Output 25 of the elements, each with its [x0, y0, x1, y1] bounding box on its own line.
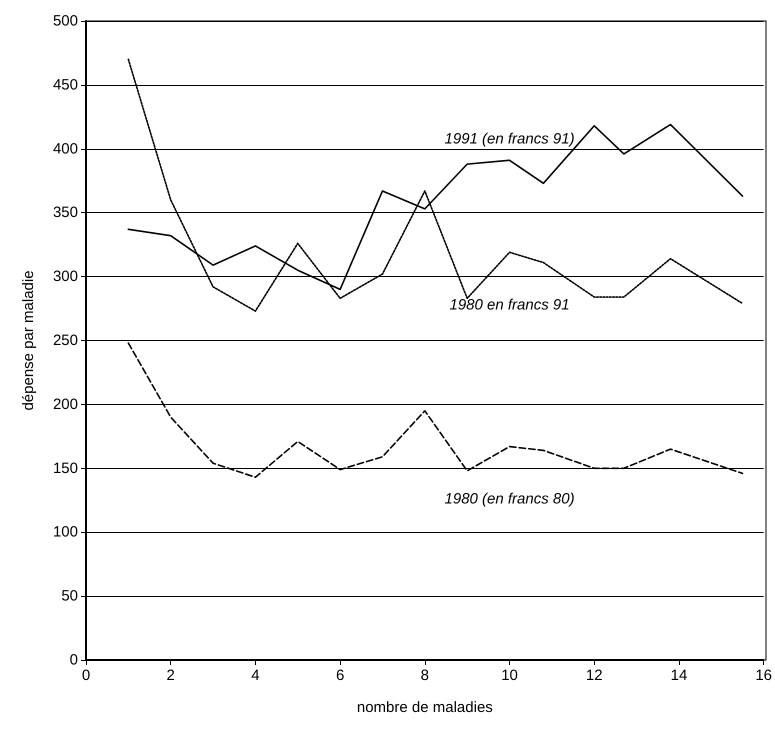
y-tick-label: 50 [61, 588, 78, 605]
y-tick-label: 200 [52, 396, 78, 413]
y-tick-label: 300 [52, 268, 78, 286]
y-tick-label: 500 [52, 12, 78, 30]
x-tick-label: 0 [82, 667, 90, 684]
y-tick-label: 150 [52, 460, 78, 477]
x-tick-label: 4 [251, 667, 260, 684]
y-tick-label: 250 [52, 332, 78, 349]
series-label: 1980 (en francs 80) [444, 490, 575, 508]
series-label: 1980 en francs 91 [449, 296, 570, 314]
x-tick-label: 6 [336, 667, 344, 684]
y-tick-label: 400 [52, 140, 78, 158]
y-tick-label: 450 [52, 76, 78, 94]
x-tick-label: 12 [586, 667, 603, 684]
x-tick-label: 10 [501, 667, 518, 684]
y-tick-label: 0 [70, 652, 78, 668]
series-label: 1991 (en francs 91) [444, 130, 575, 148]
x-axis-title: nombre de maladies [356, 699, 493, 716]
x-tick-label: 2 [166, 667, 175, 684]
y-tick-label: 350 [52, 204, 78, 222]
x-tick-label: 16 [755, 667, 772, 684]
x-tick-label: 14 [670, 667, 688, 684]
y-axis-title: dépense par maladie [20, 270, 37, 411]
x-tick-label: 8 [420, 667, 429, 684]
y-tick-label: 100 [52, 524, 78, 541]
